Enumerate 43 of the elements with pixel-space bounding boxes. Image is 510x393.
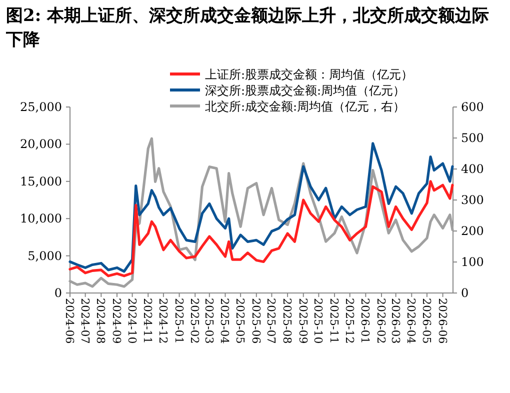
y2-tick-label: 600 [461,100,484,114]
y2-tick-label: 0 [461,286,469,300]
x-tick-label: 2025-03 [202,298,216,344]
x-tick-label: 2024-09 [110,298,123,344]
line-series [68,180,454,278]
x-tick-label: 2025-11 [328,298,341,344]
x-tick-label: 2024-08 [94,298,108,344]
x-tick-label: 2025-06 [249,298,262,344]
x-tick-label: 2026-03 [388,298,402,344]
y-tick-label: 10,000 [20,212,62,226]
x-tick-label: 2026-02 [374,298,388,344]
x-tick-label: 2026-06 [436,298,449,344]
y2-tick-label: 500 [461,131,484,145]
x-tick-label: 2024-06 [63,298,76,344]
x-tick-label: 2026-04 [404,298,418,344]
x-tick-label: 2025-09 [296,298,310,344]
x-tick-label: 2025-02 [188,298,202,344]
legend-label: 深交所:股票成交金额:周均值（亿元） [205,84,406,98]
x-tick-label: 2025-07 [264,298,278,344]
x-tick-label: 2025-08 [280,298,294,344]
chart-title: 图2: 本期上证所、深交所成交金额边际上升，北交所成交额边际下降 [6,5,490,52]
y-tick-label: 15,000 [20,174,62,188]
x-tick-label: 2025-05 [234,298,247,344]
legend-label: 北交所:成交金额:周均值（亿元，右） [205,100,406,114]
x-tick-label: 2025-04 [218,298,232,344]
x-tick-label: 2025-10 [312,298,325,344]
x-tick-label: 2024-10 [125,298,138,344]
y-tick-label: 20,000 [20,137,62,152]
x-tick-label: 2024-12 [156,298,170,344]
x-tick-label: 2024-11 [141,298,154,344]
y2-tick-label: 400 [461,162,484,176]
y2-tick-label: 300 [461,193,484,207]
y2-tick-label: 100 [461,255,484,269]
x-tick-label: 2026-05 [420,298,433,344]
y2-tick-label: 200 [461,224,484,238]
x-tick-label: 2025-12 [342,298,356,344]
x-tick-label: 2026-01 [358,298,372,344]
y-tick-label: 5,000 [28,248,62,263]
legend-label: 上证所:股票成交金额：周均值（亿元） [205,68,414,82]
x-tick-label: 2025-01 [172,298,186,344]
y-tick-label: 0 [54,286,62,300]
x-tick-label: 2024-07 [78,298,92,344]
y-tick-label: 25,000 [20,100,62,114]
